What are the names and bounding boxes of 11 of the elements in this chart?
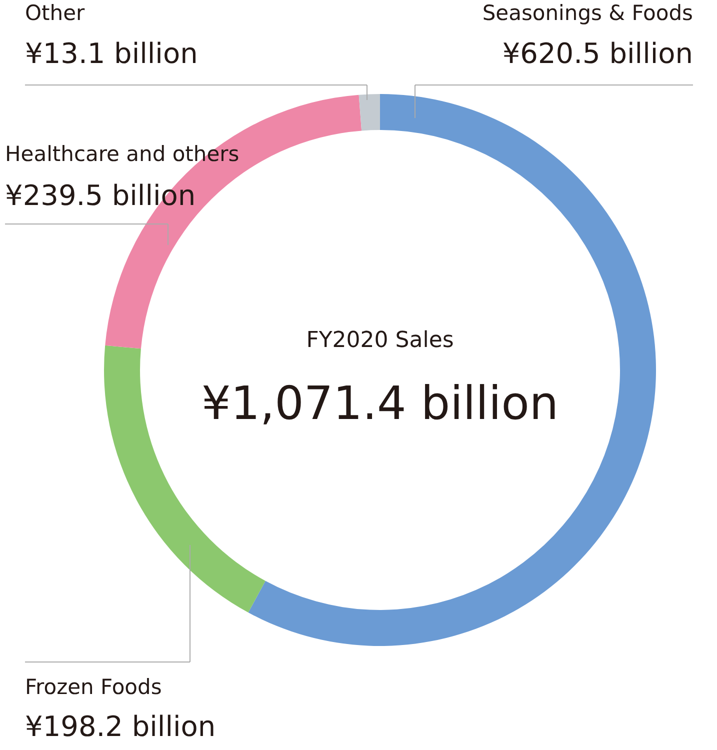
donut-slice xyxy=(358,94,380,131)
slice-label: Other xyxy=(25,1,85,25)
data-label: ¥13.1 billion xyxy=(25,37,198,70)
slice-label: Frozen Foods xyxy=(25,675,162,699)
data-label: ¥239.5 billion xyxy=(5,179,196,212)
data-label: ¥198.2 billion xyxy=(25,710,216,743)
text: ¥1,071.4 billion xyxy=(201,376,559,430)
data-label: ¥620.5 billion xyxy=(502,37,693,70)
slice-label: Healthcare and others xyxy=(5,142,240,166)
text: FY2020 Sales xyxy=(306,328,454,353)
slice-label: Seasonings & Foods xyxy=(482,1,693,25)
